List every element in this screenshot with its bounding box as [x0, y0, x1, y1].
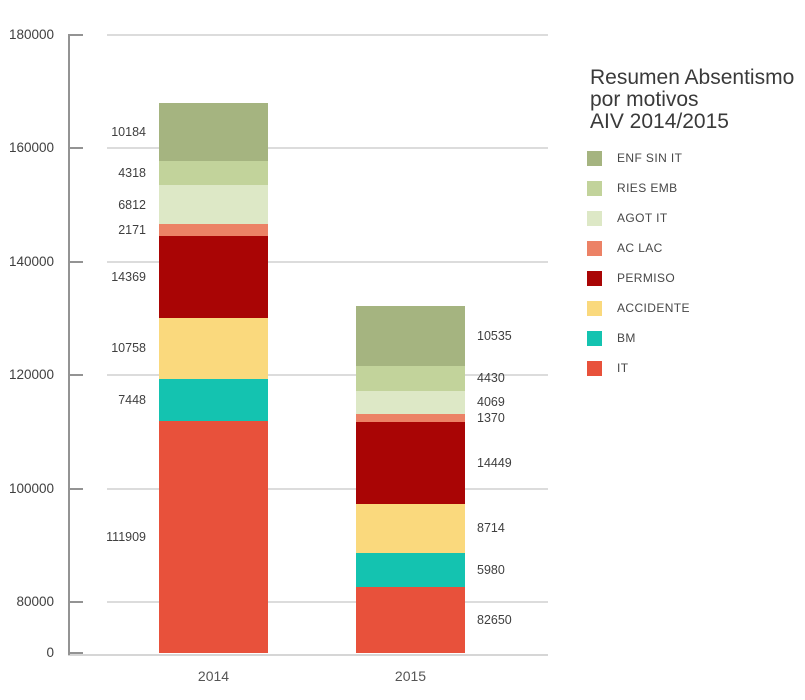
legend-item-accidente: ACCIDENTE — [587, 293, 690, 323]
bar-2015-segment-agot-it — [356, 390, 465, 414]
bar-2014-segment-permiso — [159, 236, 268, 318]
y-tick-160000 — [68, 147, 83, 149]
gridline-120000 — [107, 374, 548, 376]
y-tick-120000 — [68, 374, 83, 376]
legend-item-permiso: PERMISO — [587, 263, 690, 293]
legend-item-bm: BM — [587, 323, 690, 353]
legend-swatch-accidente — [587, 300, 602, 316]
bar-2014-segment-ac-lac — [159, 224, 268, 237]
x-axis-label-2014: 2014 — [197, 668, 230, 684]
legend-item-ac-lac: AC LAC — [587, 233, 690, 263]
y-tick-label-100000: 100000 — [8, 481, 54, 497]
x-axis-label-2015: 2015 — [394, 668, 427, 684]
value-label-2014-ries-emb: 4318 — [118, 166, 146, 181]
y-axis-line — [68, 34, 70, 655]
bar-2014-segment-agot-it — [159, 185, 268, 225]
y-tick-label-120000: 120000 — [8, 367, 54, 383]
chart-title: Resumen Absentismo por motivos AIV 2014/… — [590, 67, 800, 133]
gridline-140000 — [107, 261, 548, 263]
bar-2014-segment-ries-emb — [159, 160, 268, 186]
value-label-2015-enf-sin-it: 10535 — [477, 328, 512, 343]
value-label-2014-it: 111909 — [106, 530, 146, 545]
chart-title-line3: AIV 2014/2015 — [590, 110, 729, 133]
legend-swatch-enf-sin-it — [587, 150, 602, 166]
legend-swatch-it — [587, 360, 602, 376]
legend-swatch-agot-it — [587, 210, 602, 226]
legend-item-ries-emb: RIES EMB — [587, 173, 690, 203]
bar-2015-segment-bm — [356, 553, 465, 587]
value-label-2014-ac-lac: 2171 — [118, 223, 146, 238]
gridline-180000 — [107, 34, 548, 36]
legend-swatch-ries-emb — [587, 180, 602, 196]
value-label-2015-permiso: 14449 — [477, 455, 512, 470]
y-tick-0 — [68, 652, 83, 654]
legend: ENF SIN IT RIES EMB AGOT IT AC LAC PERMISO AC… — [587, 143, 690, 383]
legend-item-enf-sin-it: ENF SIN IT — [587, 143, 690, 173]
legend-label-permiso: PERMISO — [617, 271, 676, 285]
y-tick-100000 — [68, 488, 83, 490]
bar-2015-segment-accidente — [356, 503, 465, 554]
bar-2014-segment-enf-sin-it — [159, 103, 268, 161]
gridline-80000 — [107, 601, 548, 603]
legend-label-enf-sin-it: ENF SIN IT — [617, 151, 683, 165]
bar-2014-segment-accidente — [159, 317, 268, 379]
x-axis-baseline — [68, 654, 548, 656]
y-tick-label-140000: 140000 — [8, 254, 54, 270]
value-label-2015-ac-lac: 1370 — [477, 410, 505, 425]
bar-2014-segment-bm — [159, 378, 268, 422]
legend-label-it: IT — [617, 361, 629, 375]
y-tick-label-160000: 160000 — [8, 140, 54, 156]
value-label-2014-bm: 7448 — [118, 392, 146, 407]
legend-label-agot-it: AGOT IT — [617, 211, 668, 225]
value-label-2015-accidente: 8714 — [477, 521, 505, 536]
value-label-2014-enf-sin-it: 10184 — [111, 125, 146, 140]
legend-item-it: IT — [587, 353, 690, 383]
legend-label-ac-lac: AC LAC — [617, 241, 663, 255]
legend-swatch-permiso — [587, 270, 602, 286]
legend-swatch-bm — [587, 330, 602, 346]
y-tick-label-0: 0 — [46, 645, 54, 661]
y-tick-140000 — [68, 261, 83, 263]
chart-title-line2: por motivos — [590, 88, 699, 111]
value-label-2015-ries-emb: 4430 — [477, 371, 505, 386]
y-tick-label-180000: 180000 — [8, 27, 54, 43]
value-label-2015-it: 82650 — [477, 612, 512, 627]
gridline-160000 — [107, 147, 548, 149]
gridline-100000 — [107, 488, 548, 490]
y-tick-80000 — [68, 601, 83, 603]
bar-2015-segment-ac-lac — [356, 413, 465, 422]
bar-2014-segment-it — [159, 421, 268, 653]
legend-label-accidente: ACCIDENTE — [617, 301, 690, 315]
legend-swatch-ac-lac — [587, 240, 602, 256]
bar-2015-segment-it — [356, 586, 465, 653]
value-label-2015-bm: 5980 — [477, 563, 505, 578]
value-label-2015-agot-it: 4069 — [477, 395, 505, 410]
chart-title-line1: Resumen Absentismo — [590, 66, 795, 89]
value-label-2014-agot-it: 6812 — [118, 197, 146, 212]
legend-label-ries-emb: RIES EMB — [617, 181, 678, 195]
bar-2015-segment-permiso — [356, 421, 465, 504]
legend-item-agot-it: AGOT IT — [587, 203, 690, 233]
y-tick-180000 — [68, 34, 83, 36]
y-tick-label-80000: 80000 — [16, 594, 54, 610]
bar-2015-segment-enf-sin-it — [356, 306, 465, 366]
value-label-2014-permiso: 14369 — [111, 270, 146, 285]
bar-2015-segment-ries-emb — [356, 365, 465, 391]
value-label-2014-accidente: 10758 — [111, 341, 146, 356]
legend-label-bm: BM — [617, 331, 636, 345]
